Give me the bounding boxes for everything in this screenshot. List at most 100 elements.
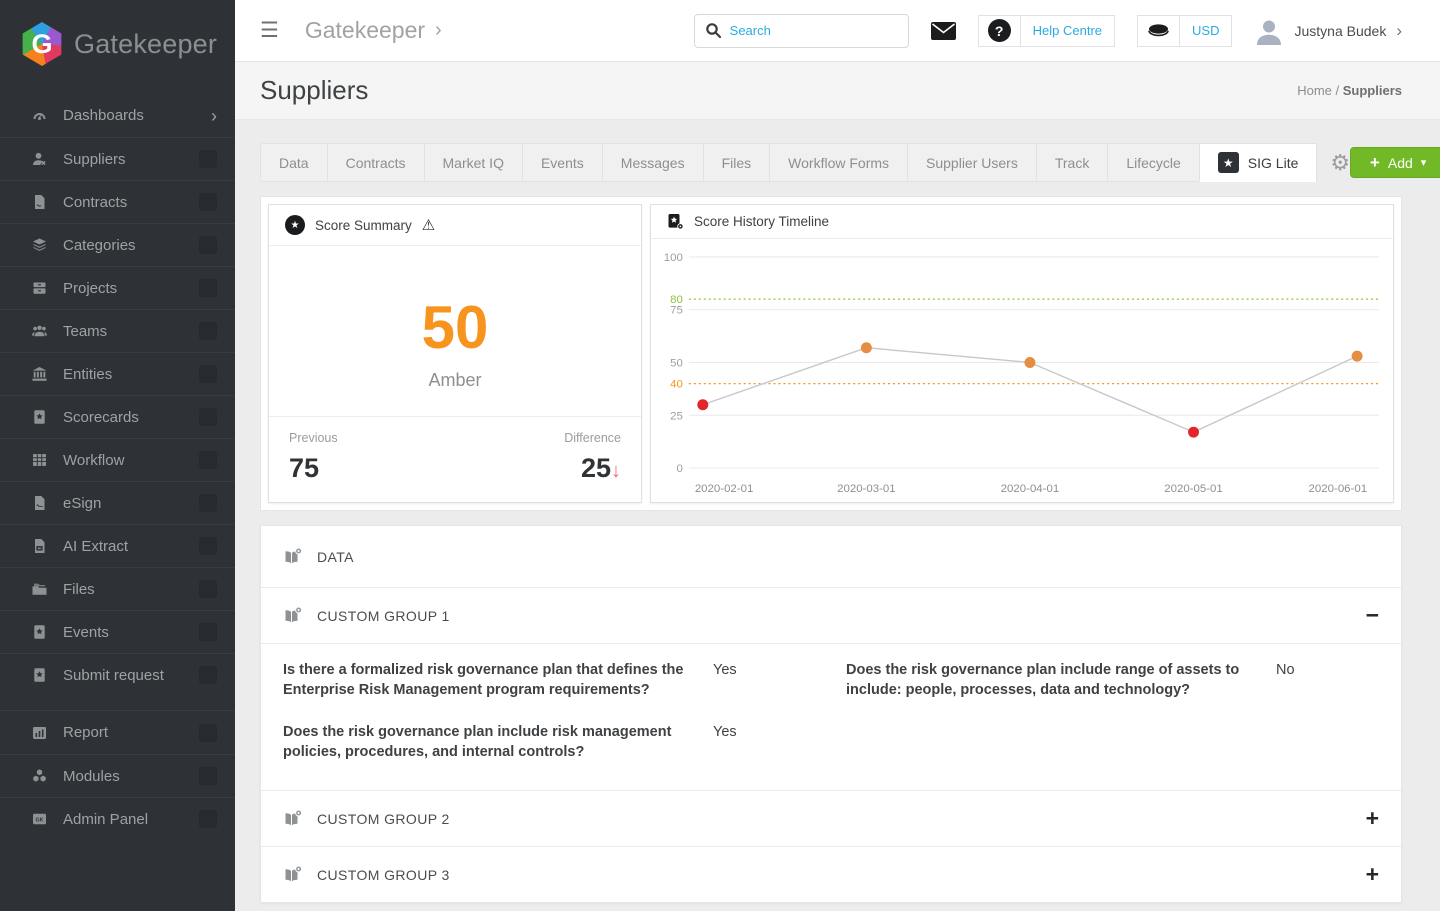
currency-label: USD — [1192, 23, 1220, 38]
data-group-book-icon — [283, 809, 304, 828]
sidebar-item-admin-panel[interactable]: GK Admin Panel — [0, 797, 235, 840]
custom-group-1-content: Is there a formalized risk governance pl… — [261, 644, 1401, 791]
sidebar-item-teams[interactable]: Teams — [0, 309, 235, 352]
sidebar-item-dashboards[interactable]: Dashboards › — [0, 94, 235, 137]
sidebar-item-scorecards[interactable]: Scorecards — [0, 395, 235, 438]
sidebar-item-report[interactable]: Report — [0, 711, 235, 754]
tab-workflow-forms[interactable]: Workflow Forms — [769, 143, 909, 182]
current-score-value: 50 — [421, 294, 489, 361]
svg-text:2020-03-01: 2020-03-01 — [837, 483, 896, 495]
tab-label: Data — [279, 154, 309, 171]
custom-group-2-title: CUSTOM GROUP 2 — [317, 810, 450, 827]
gatekeeper-logo-icon: G — [22, 22, 62, 66]
sidebar-item-ai-extract[interactable]: AI AI Extract — [0, 524, 235, 567]
tab-track[interactable]: Track — [1035, 143, 1109, 182]
user-menu[interactable]: Justyna Budek › — [1254, 16, 1402, 46]
sidebar-nav: Dashboards › Suppliers Contracts Categor… — [0, 94, 235, 840]
sidebar-item-label: Suppliers — [63, 150, 126, 168]
question-text: Does the risk governance plan include ri… — [283, 724, 672, 760]
app-breadcrumb-label: Gatekeeper — [304, 17, 426, 43]
sidebar-item-workflow[interactable]: Workflow — [0, 438, 235, 481]
search-input[interactable] — [729, 23, 906, 38]
app-breadcrumb[interactable]: Gatekeeper › — [305, 17, 442, 44]
tab-events[interactable]: Events — [521, 143, 603, 182]
difference-label: Difference — [564, 431, 621, 445]
difference-value: 25↓ — [580, 453, 621, 483]
data-section-header[interactable]: DATA — [261, 526, 1401, 588]
cubes-icon — [30, 768, 48, 785]
sidebar-item-projects[interactable]: Projects — [0, 266, 235, 309]
global-search[interactable] — [693, 13, 909, 48]
tab-market-iq[interactable]: Market IQ — [423, 143, 523, 182]
currency-selector[interactable]: USD — [1137, 14, 1233, 47]
score-summary-title: Score Summary — [315, 217, 412, 233]
sidebar-item-entities[interactable]: Entities — [0, 352, 235, 395]
sig-lite-summary-panel: ★ Score Summary ⚠ 50 Amber Previous 75 D… — [260, 196, 1402, 511]
score-body: 50 Amber — [269, 298, 641, 391]
tab-lifecycle[interactable]: Lifecycle — [1107, 143, 1200, 182]
custom-group-3-header[interactable]: CUSTOM GROUP 3 + — [261, 847, 1401, 902]
add-button[interactable]: + Add ▾ — [1350, 147, 1440, 178]
pin-icon — [199, 236, 217, 254]
score-summary-card: ★ Score Summary ⚠ 50 Amber Previous 75 D… — [268, 204, 642, 503]
tab-data[interactable]: Data — [260, 143, 328, 182]
expand-plus-icon[interactable]: + — [1365, 861, 1379, 887]
divider — [1179, 15, 1181, 46]
answer-value: No — [1276, 662, 1295, 678]
help-centre-button[interactable]: ? Help Centre — [977, 14, 1116, 47]
previous-value: 75 — [289, 453, 320, 483]
messages-envelope-icon[interactable] — [930, 21, 956, 40]
app-logo[interactable]: G Gatekeeper — [20, 22, 235, 66]
custom-group-2-header[interactable]: CUSTOM GROUP 2 + — [261, 791, 1401, 847]
sidebar: G Gatekeeper Dashboards › Suppliers Cont… — [0, 0, 235, 911]
collapse-minus-icon[interactable]: − — [1365, 602, 1379, 628]
answer-value: Yes — [713, 662, 737, 678]
empty-cell — [846, 722, 1379, 762]
tab-label: Supplier Users — [926, 154, 1018, 171]
data-section-title: DATA — [317, 548, 354, 565]
sidebar-item-label: Workflow — [63, 451, 125, 469]
tab-settings-gear-icon[interactable]: ⚙ — [1330, 149, 1351, 175]
chevron-down-icon: ▾ — [1420, 157, 1427, 169]
data-group-book-icon — [283, 865, 304, 884]
tab-supplier-users[interactable]: Supplier Users — [907, 143, 1037, 182]
chevron-right-icon: › — [211, 105, 217, 126]
pin-icon — [199, 537, 217, 555]
sidebar-item-label: Entities — [63, 365, 113, 383]
menu-icon[interactable]: ☰ — [260, 19, 279, 42]
pin-icon — [199, 408, 217, 426]
expand-plus-icon[interactable]: + — [1365, 805, 1379, 831]
question-answer-row: Does the risk governance plan include ra… — [846, 660, 1379, 700]
sidebar-item-events[interactable]: Events — [0, 610, 235, 653]
sidebar-item-contracts[interactable]: Contracts — [0, 180, 235, 223]
tab-sig-lite[interactable]: ★ SIG Lite — [1198, 143, 1318, 182]
tab-contracts[interactable]: Contracts — [326, 143, 425, 182]
question-text: Is there a formalized risk governance pl… — [283, 662, 684, 698]
svg-text:75: 75 — [670, 305, 683, 317]
sidebar-item-categories[interactable]: Categories — [0, 223, 235, 266]
custom-group-1-header[interactable]: CUSTOM GROUP 1 − — [261, 588, 1401, 644]
plus-icon: + — [1369, 153, 1380, 172]
breadcrumb-home[interactable]: Home — [1297, 83, 1332, 98]
current-score-rating: Amber — [428, 370, 482, 390]
breadcrumb: Home / Suppliers — [1297, 83, 1402, 98]
sidebar-item-label: Dashboards — [63, 107, 144, 124]
sidebar-item-suppliers[interactable]: Suppliers — [0, 137, 235, 180]
tab-messages[interactable]: Messages — [601, 143, 704, 182]
pin-icon — [199, 767, 217, 785]
star-card-icon — [30, 667, 48, 684]
pin-icon — [199, 150, 217, 168]
breadcrumb-current: Suppliers — [1342, 83, 1402, 98]
data-group-book-icon — [283, 547, 304, 566]
sidebar-item-files[interactable]: Files — [0, 567, 235, 610]
tab-label: Track — [1054, 154, 1090, 171]
sidebar-item-submit-request[interactable]: Submit request — [0, 653, 235, 696]
chevron-right-icon: › — [435, 19, 442, 41]
sidebar-item-label: Categories — [63, 236, 136, 254]
sidebar-item-esign[interactable]: eSign — [0, 481, 235, 524]
sidebar-item-modules[interactable]: Modules — [0, 754, 235, 797]
decrease-arrow-icon: ↓ — [611, 460, 621, 482]
svg-text:2020-06-01: 2020-06-01 — [1309, 483, 1368, 495]
svg-text:2020-02-01: 2020-02-01 — [695, 483, 754, 495]
tab-files[interactable]: Files — [702, 143, 771, 182]
